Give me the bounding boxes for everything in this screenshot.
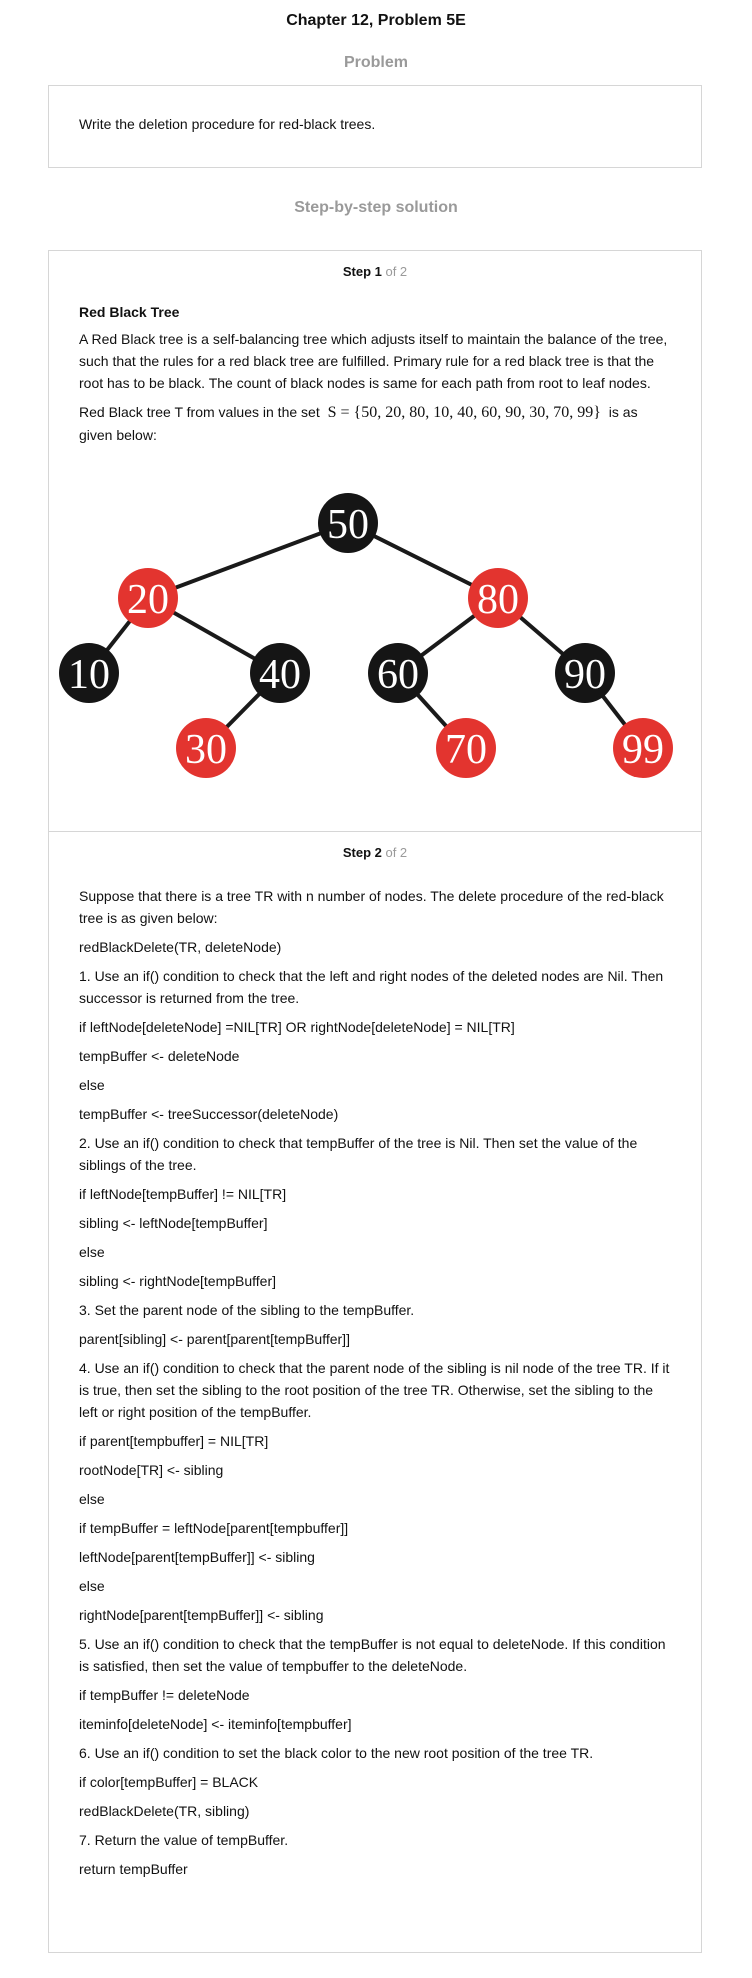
step-2-label: Step 2 of 2 (49, 845, 701, 860)
tree-node-80: 80 (468, 568, 528, 628)
step-2-line: rightNode[parent[tempBuffer]] <- sibling (79, 1607, 324, 1623)
tree-node-circle-80 (468, 568, 528, 628)
step-2-line: 3. Set the parent node of the sibling to… (79, 1302, 415, 1318)
step-1-label-of: of 2 (381, 264, 408, 279)
step-2-line: sibling <- rightNode[tempBuffer] (79, 1273, 277, 1289)
tree-node-10: 10 (59, 643, 119, 703)
step-2-line: if leftNode[deleteNode] =NIL[TR] OR righ… (79, 1019, 515, 1035)
solution-heading: Step-by-step solution (294, 199, 458, 216)
step-2-line: 6. Use an if() condition to set the blac… (79, 1745, 594, 1761)
step-2-line: if leftNode[tempBuffer] != NIL[TR] (79, 1186, 287, 1202)
step-2-line: else (79, 1077, 105, 1093)
step-1-subheading: Red Black Tree (79, 304, 180, 320)
step-2-line: sibling <- leftNode[tempBuffer] (79, 1215, 268, 1231)
tree-node-label-60: 60 (377, 652, 419, 698)
problem-heading: Problem (343, 54, 408, 71)
step-2-line: if color[tempBuffer] = BLACK (79, 1774, 259, 1790)
step-2-line: else (79, 1244, 105, 1260)
step-2: Step 2 of 2 Suppose that there is a tree… (49, 832, 701, 1887)
tree-node-40: 40 (250, 643, 310, 703)
tree-node-circle-30 (176, 718, 236, 778)
step-2-line: return tempBuffer (79, 1861, 188, 1877)
tree-node-label-99: 99 (622, 727, 664, 773)
problem-box: Write the deletion procedure for red-bla… (48, 85, 702, 168)
tree-node-label-80: 80 (477, 577, 519, 623)
step-2-line: 5. Use an if() condition to check that t… (79, 1636, 666, 1674)
step-2-line: 4. Use an if() condition to check that t… (79, 1360, 670, 1420)
tree-node-label-10: 10 (68, 652, 110, 698)
step-2-line: iteminfo[deleteNode] <- iteminfo[tempbuf… (79, 1716, 352, 1732)
tree-node-60: 60 (368, 643, 428, 703)
step-2-line: if tempBuffer != deleteNode (79, 1687, 250, 1703)
tree-edges (87, 521, 645, 750)
step-2-line: tempBuffer <- deleteNode (79, 1048, 240, 1064)
step-2-line: leftNode[parent[tempBuffer]] <- sibling (79, 1549, 315, 1565)
set-outro-text: is as given below: (79, 404, 638, 443)
step-2-label-number: Step 2 (342, 845, 382, 860)
set-intro-text: Red Black tree T from values in the set (79, 404, 320, 420)
tree-node-99: 99 (613, 718, 673, 778)
tree-node-circle-10 (59, 643, 119, 703)
step-1-paragraph: A Red Black tree is a self-balancing tre… (79, 331, 668, 391)
tree-node-50: 50 (318, 493, 378, 553)
step-2-line: parent[sibling] <- parent[parent[tempBuf… (79, 1331, 350, 1347)
tree-node-90: 90 (555, 643, 615, 703)
step-2-line: else (79, 1491, 105, 1507)
tree-node-circle-60 (368, 643, 428, 703)
tree-node-70: 70 (436, 718, 496, 778)
tree-node-label-70: 70 (445, 727, 487, 773)
tree-node-label-50: 50 (327, 502, 369, 548)
problem-text: Write the deletion procedure for red-bla… (79, 116, 376, 132)
step-2-line: 7. Return the value of tempBuffer. (79, 1832, 289, 1848)
step-2-line: 2. Use an if() condition to check that t… (79, 1135, 638, 1173)
tree-node-label-20: 20 (127, 577, 169, 623)
step-1-label-number: Step 1 (342, 264, 382, 279)
solution-box: Step 1 of 2 Red Black Tree A Red Black t… (48, 250, 702, 1953)
tree-nodes: 50 20 80 10 40 60 90 30 70 99 (59, 493, 673, 778)
step-2-line: Suppose that there is a tree TR with n n… (79, 888, 664, 926)
tree-node-circle-99 (613, 718, 673, 778)
step-1-set-paragraph: Red Black tree T from values in the set … (79, 401, 671, 446)
tree-node-circle-70 (436, 718, 496, 778)
step-1-label: Step 1 of 2 (49, 264, 701, 279)
tree-edge-n50-n20 (147, 521, 349, 600)
tree-node-20: 20 (118, 568, 178, 628)
step-divider (49, 831, 701, 832)
tree-node-label-90: 90 (564, 652, 606, 698)
chapter-title: Chapter 12, Problem 5E (286, 12, 466, 29)
step-2-line: if tempBuffer = leftNode[parent[tempbuff… (79, 1520, 349, 1536)
tree-node-circle-90 (555, 643, 615, 703)
tree-node-circle-20 (118, 568, 178, 628)
step-2-body: Suppose that there is a tree TR with n n… (49, 885, 701, 1880)
step-2-line: if parent[tempbuffer] = NIL[TR] (79, 1433, 269, 1449)
tree-node-circle-40 (250, 643, 310, 703)
tree-node-label-30: 30 (185, 727, 227, 773)
step-2-line: rootNode[TR] <- sibling (79, 1462, 224, 1478)
step-2-line: tempBuffer <- treeSuccessor(deleteNode) (79, 1106, 339, 1122)
step-2-label-of: of 2 (381, 845, 408, 860)
tree-node-label-40: 40 (259, 652, 301, 698)
tree-node-30: 30 (176, 718, 236, 778)
step-1: Step 1 of 2 Red Black Tree A Red Black t… (49, 251, 701, 831)
tree-node-circle-50 (318, 493, 378, 553)
red-black-tree-diagram: 50 20 80 10 40 60 90 30 70 99 (59, 493, 673, 778)
step-2-line: redBlackDelete(TR, deleteNode) (79, 939, 282, 955)
step-2-line: 1. Use an if() condition to check that t… (79, 968, 664, 1006)
step-2-line: redBlackDelete(TR, sibling) (79, 1803, 250, 1819)
set-math: S = {50, 20, 80, 10, 40, 60, 90, 30, 70,… (327, 404, 601, 421)
step-2-line: else (79, 1578, 105, 1594)
